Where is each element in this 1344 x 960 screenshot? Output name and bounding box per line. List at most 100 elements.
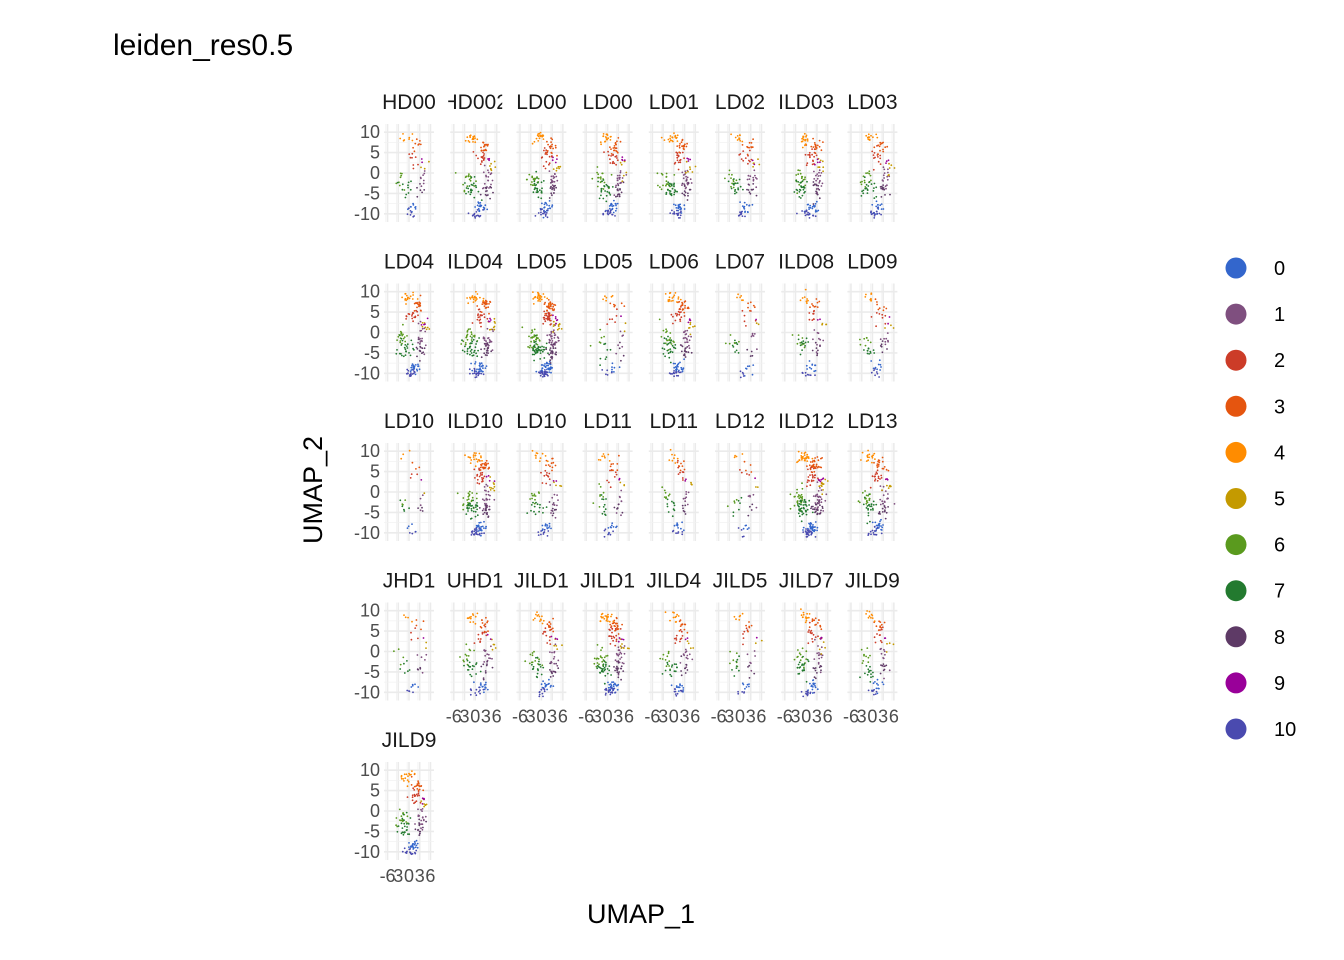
data-point — [878, 212, 881, 215]
data-point — [467, 498, 470, 501]
data-point — [671, 453, 673, 456]
data-point — [543, 474, 546, 477]
data-point — [882, 166, 885, 169]
facet-strip-label: LD03 — [847, 91, 897, 114]
facet-strip-label: LD05 — [516, 251, 566, 274]
data-point — [467, 655, 470, 657]
data-point — [488, 339, 491, 341]
data-point — [410, 339, 413, 342]
data-point — [818, 657, 820, 660]
data-point — [546, 140, 548, 143]
data-point — [868, 170, 871, 173]
data-point — [402, 355, 405, 358]
data-point — [813, 467, 816, 469]
data-point — [672, 140, 674, 143]
facet-panel: LD11 — [648, 410, 699, 541]
data-point — [675, 694, 678, 697]
data-point — [611, 162, 614, 165]
data-point — [539, 346, 542, 349]
data-point — [478, 507, 481, 509]
data-point — [796, 504, 799, 506]
data-point — [619, 171, 622, 174]
data-point — [804, 212, 806, 214]
data-point — [817, 166, 820, 169]
data-point — [609, 146, 611, 149]
data-point — [809, 374, 812, 377]
data-point — [879, 498, 882, 501]
data-point — [877, 153, 879, 156]
data-point — [814, 148, 817, 151]
data-point — [883, 177, 885, 179]
data-point — [401, 334, 404, 337]
data-point — [473, 367, 476, 370]
data-point — [537, 133, 540, 135]
data-point — [679, 211, 682, 214]
data-point — [613, 371, 615, 373]
data-point — [812, 159, 814, 162]
data-point — [615, 195, 617, 198]
data-point — [538, 663, 540, 666]
data-point — [539, 352, 542, 354]
data-point — [863, 337, 866, 340]
data-point — [662, 184, 664, 187]
data-point — [538, 658, 540, 661]
data-point — [869, 174, 872, 177]
facet-strip-label: ILD08 — [778, 251, 834, 274]
data-point — [597, 173, 600, 176]
data-point — [485, 475, 488, 478]
data-point — [477, 316, 480, 319]
data-point — [822, 170, 824, 173]
data-point — [865, 187, 868, 190]
data-point — [881, 313, 884, 316]
data-point — [616, 627, 618, 629]
data-point — [548, 526, 550, 529]
data-point — [880, 185, 883, 188]
data-point — [800, 608, 802, 610]
data-point — [539, 297, 542, 300]
data-point — [474, 206, 476, 208]
data-point — [408, 297, 411, 300]
data-point — [864, 186, 867, 188]
data-point — [876, 136, 879, 139]
data-point — [471, 322, 474, 324]
data-point — [543, 210, 545, 213]
data-point — [544, 523, 547, 526]
data-point — [423, 347, 426, 350]
data-point — [607, 686, 610, 689]
data-point — [621, 156, 624, 159]
y-tick-label: -10 — [354, 204, 380, 224]
data-point — [751, 354, 754, 357]
data-point — [621, 643, 623, 645]
data-point — [811, 638, 813, 640]
data-point — [618, 347, 621, 350]
data-point — [872, 454, 875, 457]
data-point — [603, 185, 606, 188]
data-point — [812, 460, 814, 462]
data-point — [482, 678, 485, 681]
data-point — [739, 614, 742, 617]
data-point — [867, 136, 870, 139]
data-point — [475, 370, 478, 373]
data-point — [815, 623, 817, 626]
data-point — [747, 162, 749, 165]
data-point — [611, 627, 614, 630]
data-point — [874, 478, 877, 481]
data-point — [419, 360, 421, 362]
data-point — [673, 174, 676, 176]
data-point — [747, 183, 750, 186]
data-point — [476, 340, 478, 343]
data-point — [405, 299, 408, 302]
data-point — [487, 320, 490, 323]
data-point — [683, 331, 686, 333]
data-point — [549, 651, 551, 653]
data-point — [407, 616, 409, 619]
data-point — [534, 177, 537, 180]
data-point — [806, 485, 808, 488]
data-point — [479, 201, 482, 204]
data-point — [418, 368, 421, 371]
data-point — [470, 333, 473, 336]
data-point — [746, 178, 749, 181]
data-point — [488, 479, 491, 482]
data-point — [601, 498, 603, 500]
data-point — [488, 505, 491, 508]
